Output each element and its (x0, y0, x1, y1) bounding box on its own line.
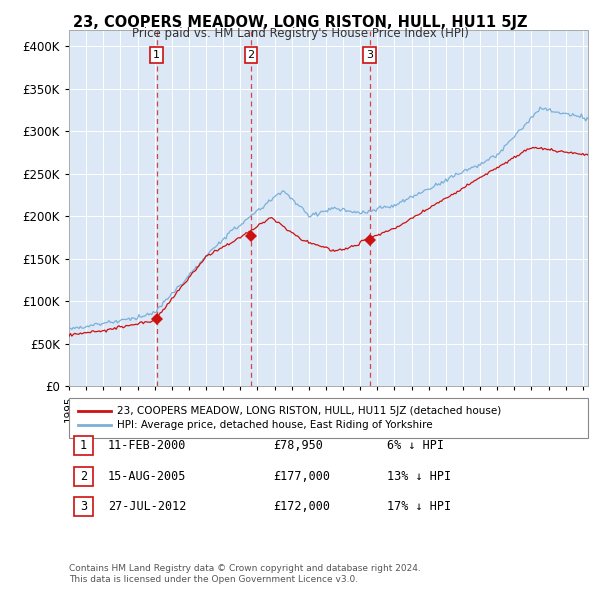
Text: 11-FEB-2000: 11-FEB-2000 (108, 439, 187, 452)
Text: 27-JUL-2012: 27-JUL-2012 (108, 500, 187, 513)
Text: 23, COOPERS MEADOW, LONG RISTON, HULL, HU11 5JZ: 23, COOPERS MEADOW, LONG RISTON, HULL, H… (73, 15, 527, 30)
Text: £177,000: £177,000 (273, 470, 330, 483)
Text: 15-AUG-2005: 15-AUG-2005 (108, 470, 187, 483)
Text: 3: 3 (80, 500, 87, 513)
Text: 2: 2 (247, 50, 254, 60)
Text: 13% ↓ HPI: 13% ↓ HPI (387, 470, 451, 483)
Text: HPI: Average price, detached house, East Riding of Yorkshire: HPI: Average price, detached house, East… (117, 420, 433, 430)
Text: Price paid vs. HM Land Registry's House Price Index (HPI): Price paid vs. HM Land Registry's House … (131, 27, 469, 40)
Text: £78,950: £78,950 (273, 439, 323, 452)
Text: 3: 3 (366, 50, 373, 60)
Text: Contains HM Land Registry data © Crown copyright and database right 2024.: Contains HM Land Registry data © Crown c… (69, 565, 421, 573)
Text: 2: 2 (80, 470, 87, 483)
Text: 1: 1 (153, 50, 160, 60)
Text: This data is licensed under the Open Government Licence v3.0.: This data is licensed under the Open Gov… (69, 575, 358, 584)
Text: 1: 1 (80, 439, 87, 452)
Text: 17% ↓ HPI: 17% ↓ HPI (387, 500, 451, 513)
Text: 23, COOPERS MEADOW, LONG RISTON, HULL, HU11 5JZ (detached house): 23, COOPERS MEADOW, LONG RISTON, HULL, H… (117, 407, 501, 416)
Text: £172,000: £172,000 (273, 500, 330, 513)
Text: 6% ↓ HPI: 6% ↓ HPI (387, 439, 444, 452)
